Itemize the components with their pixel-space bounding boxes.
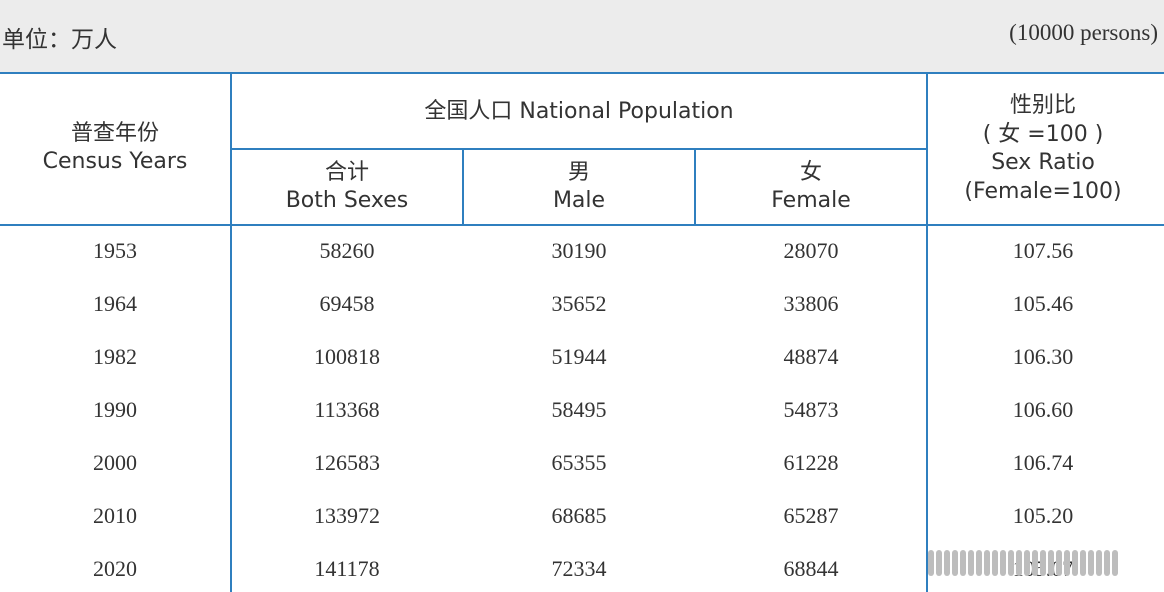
cell-year: 1982 [0,344,230,370]
cell-female: 48874 [696,344,926,370]
cell-female: 33806 [696,291,926,317]
header-census-years: 普查年份 Census Years [0,120,230,175]
cell-female: 68844 [696,556,926,582]
cell-female: 54873 [696,397,926,423]
cell-male: 35652 [464,291,694,317]
unit-label-zh: 单位：万人 [2,20,117,54]
header-sex-ratio-paren: ( 女 =100 ) [928,121,1158,150]
cell-ratio: 107.56 [928,238,1158,264]
unit-bar: 单位：万人 (10000 persons) [0,0,1164,72]
header-both-sexes: 合计 Both Sexes [232,159,462,214]
watermark-icon [928,548,1153,578]
cell-both: 69458 [232,291,462,317]
cell-year: 1953 [0,238,230,264]
header-bottom-border [0,224,1164,226]
header-sex-ratio-en: Sex Ratio [928,149,1158,178]
header-both-en: Both Sexes [232,187,462,215]
cell-ratio: 105.46 [928,291,1158,317]
header-female-zh: 女 [696,159,926,187]
header-female: 女 Female [696,159,926,214]
cell-ratio: 105.20 [928,503,1158,529]
cell-year: 2020 [0,556,230,582]
cell-ratio: 106.30 [928,344,1158,370]
cell-male: 68685 [464,503,694,529]
header-male-zh: 男 [464,159,694,187]
cell-female: 65287 [696,503,926,529]
header-female-en: Female [696,187,926,215]
table-top-border [0,72,1164,74]
cell-ratio: 106.74 [928,450,1158,476]
header-male: 男 Male [464,159,694,214]
cell-year: 2000 [0,450,230,476]
header-sex-ratio-en-paren: (Female=100) [928,178,1158,207]
cell-female: 28070 [696,238,926,264]
cell-both: 113368 [232,397,462,423]
subheader-border [232,148,928,150]
cell-male: 72334 [464,556,694,582]
header-census-years-en: Census Years [0,148,230,176]
cell-male: 51944 [464,344,694,370]
header-sex-ratio-zh: 性别比 [928,92,1158,121]
cell-both: 100818 [232,344,462,370]
cell-female: 61228 [696,450,926,476]
cell-male: 58495 [464,397,694,423]
cell-both: 58260 [232,238,462,264]
cell-year: 1990 [0,397,230,423]
cell-male: 30190 [464,238,694,264]
header-census-years-zh: 普查年份 [0,120,230,148]
header-national-population: 全国人口 National Population [232,98,926,126]
cell-ratio: 106.60 [928,397,1158,423]
cell-both: 141178 [232,556,462,582]
header-male-en: Male [464,187,694,215]
header-sex-ratio: 性别比 ( 女 =100 ) Sex Ratio (Female=100) [928,92,1158,206]
cell-both: 126583 [232,450,462,476]
cell-both: 133972 [232,503,462,529]
header-both-zh: 合计 [232,159,462,187]
cell-year: 2010 [0,503,230,529]
cell-year: 1964 [0,291,230,317]
cell-male: 65355 [464,450,694,476]
unit-label-en: (10000 persons) [1009,20,1158,46]
